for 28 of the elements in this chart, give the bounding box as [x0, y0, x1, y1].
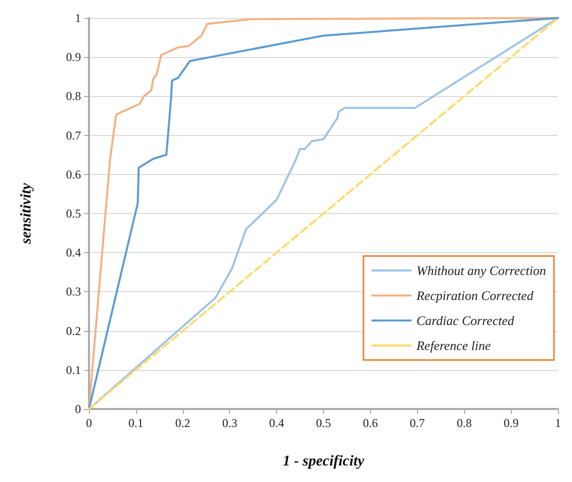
y-tick-label: 1	[75, 11, 81, 25]
y-axis-title: sensitivity	[18, 182, 34, 245]
legend-label: Reference line	[415, 338, 491, 353]
y-tick-label: 0.1	[66, 362, 81, 377]
x-tick-label: 0	[86, 416, 92, 430]
x-tick-label: 0.9	[504, 416, 519, 430]
y-tick-label: 0.3	[66, 284, 81, 299]
x-tick-label: 0.7	[410, 416, 425, 430]
x-tick-label: 0.6	[362, 416, 378, 430]
x-axis-title: 1 - specificity	[282, 454, 365, 470]
y-tick-label: 0.9	[66, 50, 81, 64]
x-tick-label: 0.3	[222, 416, 238, 430]
y-tick-label: 0.2	[66, 324, 81, 338]
y-tick-label: 0.7	[66, 128, 81, 142]
y-tick-label: 0.8	[66, 89, 81, 104]
x-tick-label: 0.8	[456, 416, 472, 430]
y-tick-label: 0	[75, 402, 81, 416]
legend-label: Recpiration Corrected	[415, 288, 534, 303]
legend-label: Whithout any Correction	[416, 263, 546, 278]
y-tick-label: 0.6	[66, 167, 81, 182]
legend-label: Cardiac Corrected	[416, 313, 515, 328]
y-tick-label: 0.5	[66, 206, 81, 220]
x-tick-label: 0.2	[175, 416, 190, 430]
x-tick-label: 0.4	[269, 416, 284, 430]
x-tick-label: 1	[555, 416, 561, 430]
x-tick-label: 0.1	[128, 416, 144, 430]
y-tick-label: 0.4	[66, 246, 81, 260]
x-tick-label: 0.5	[316, 416, 331, 430]
